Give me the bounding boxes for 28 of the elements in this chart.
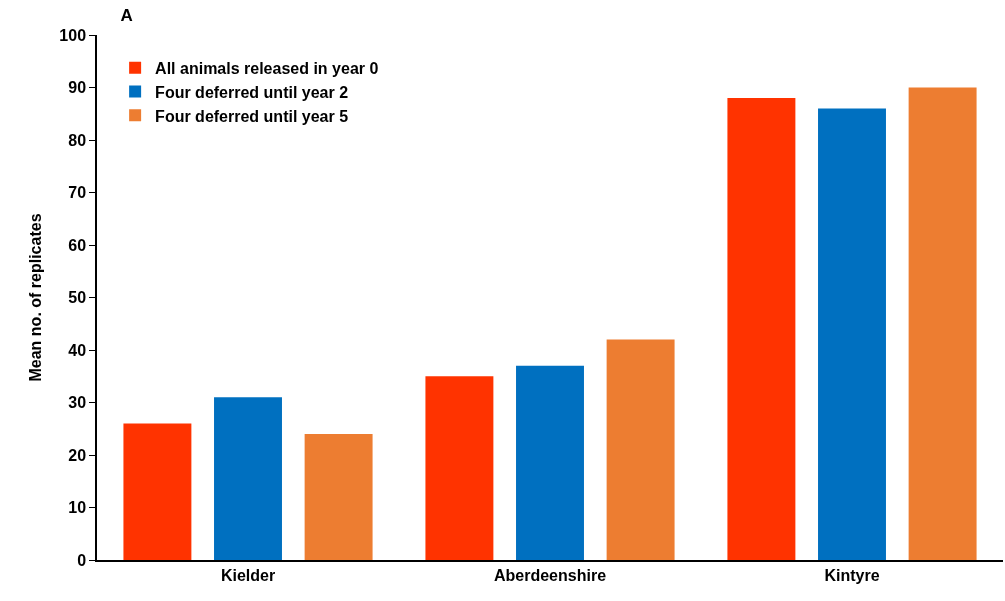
y-tick-label: 90 bbox=[68, 79, 87, 97]
y-tick-label: 100 bbox=[59, 26, 87, 44]
y-tick-label: 70 bbox=[68, 184, 87, 202]
bar bbox=[123, 423, 192, 560]
legend-label: Four deferred until year 5 bbox=[155, 107, 349, 125]
y-axis-title: Mean no. of replicates bbox=[26, 213, 44, 382]
y-tick-label: 0 bbox=[77, 551, 87, 569]
y-tick-label: 50 bbox=[68, 289, 87, 307]
y-tick-label: 60 bbox=[68, 236, 87, 254]
y-tick-label: 10 bbox=[68, 499, 87, 517]
bar bbox=[606, 339, 675, 560]
bar bbox=[214, 397, 282, 560]
bar bbox=[516, 365, 584, 560]
bar bbox=[425, 376, 494, 560]
y-tick-label: 40 bbox=[68, 341, 87, 359]
x-tick-label: Kintyre bbox=[824, 566, 880, 584]
legend-label: All animals released in year 0 bbox=[155, 59, 379, 77]
bar bbox=[818, 108, 886, 560]
bar bbox=[304, 434, 373, 560]
bar bbox=[727, 98, 796, 560]
legend-label: Four deferred until year 2 bbox=[155, 83, 349, 101]
x-tick-label: Kielder bbox=[220, 566, 276, 584]
chart-title: A bbox=[120, 5, 133, 25]
y-tick-label: 30 bbox=[68, 394, 87, 412]
bar bbox=[908, 87, 977, 560]
y-tick-label: 20 bbox=[68, 446, 87, 464]
y-tick-label: 80 bbox=[68, 131, 87, 149]
x-tick-label: Aberdeenshire bbox=[493, 566, 607, 584]
